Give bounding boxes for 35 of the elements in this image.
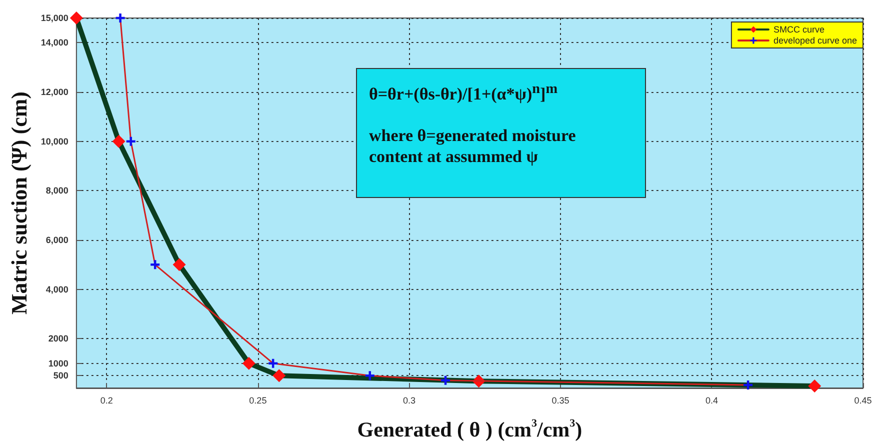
y-tick-label: 500: [53, 370, 68, 381]
y-tick-label: 15,000: [40, 13, 68, 23]
annotation: θ=θr+(θs-θr)/[1+(α*ψ)$^{n}$]$^{m}$: [369, 80, 558, 105]
point: [441, 376, 450, 385]
point: [150, 260, 160, 270]
point: [70, 12, 83, 24]
text-box: θ=θr+(θs-θr)/[1+(α*ψ)$^{n}$]$^{m}$ where θ=generated moisture content at assummed ψ: [356, 68, 646, 198]
y-tick-label: 12,000: [40, 87, 68, 97]
point: [116, 14, 125, 22]
y-tick-label: 8,000: [46, 186, 68, 196]
x-tick-label: 0.4: [705, 396, 718, 406]
legend-label: developed curve one: [773, 36, 857, 46]
annotation: where θ=generated moisture content at assummed ψ: [369, 124, 577, 167]
x-tick-label: 0.3: [402, 396, 416, 406]
x-tick-label: 0.45: [854, 396, 872, 406]
x-tick-label: 0.25: [249, 396, 267, 406]
y-tick-label: 10,000: [40, 136, 68, 146]
y-tick-label: 14,000: [40, 38, 68, 48]
legend-label: SMCC curve: [773, 24, 824, 34]
point: [112, 134, 126, 148]
x-tick-label: 0.2: [100, 396, 113, 406]
x-tick-label: 0.35: [552, 396, 570, 406]
y-tick-label: 1000: [48, 358, 68, 368]
y-tick-label: 4,000: [46, 284, 68, 294]
point: [808, 380, 822, 393]
point: [268, 358, 278, 368]
y-axis-title: Matric suction (Ψ) (cm): [6, 91, 32, 315]
point: [272, 369, 286, 382]
y-tick-label: 2000: [48, 334, 68, 344]
point: [242, 356, 256, 370]
point: [744, 380, 753, 390]
point: [365, 371, 374, 380]
point: [172, 258, 186, 272]
point: [126, 136, 136, 146]
y-tick-label: 6,000: [46, 235, 68, 245]
